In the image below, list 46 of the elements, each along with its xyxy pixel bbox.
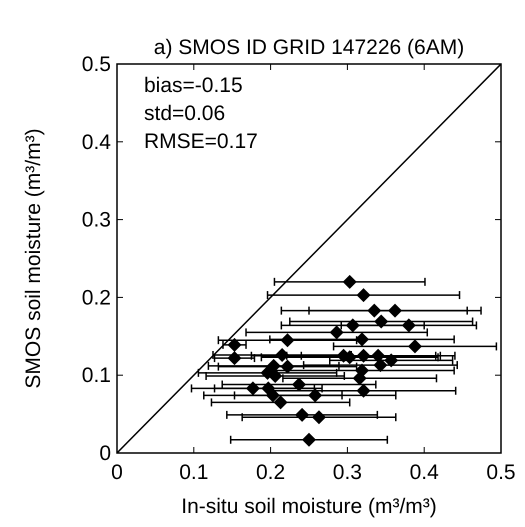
annotation: std=0.06 — [144, 102, 226, 125]
chart-title: a) SMOS ID GRID 147226 (6AM) — [154, 36, 464, 59]
point — [275, 348, 290, 362]
point — [330, 325, 344, 340]
point — [356, 288, 371, 302]
y-axis-title: SMOS soil moisture (m³/m³) — [22, 128, 45, 389]
point — [388, 304, 402, 318]
y-tick-label: 0.1 — [82, 364, 111, 388]
x-tick-label: 0.4 — [410, 461, 440, 484]
point — [280, 333, 294, 348]
point — [374, 314, 388, 329]
annotation: RMSE=0.17 — [144, 130, 258, 153]
point — [292, 378, 306, 392]
point — [308, 388, 322, 402]
point — [352, 371, 367, 386]
point — [371, 348, 386, 363]
point — [384, 353, 398, 368]
y-tick-label: 0.4 — [82, 130, 112, 154]
point — [402, 318, 416, 332]
point — [228, 338, 242, 352]
point — [356, 384, 371, 398]
point — [356, 348, 371, 363]
x-tick-label: 0.2 — [256, 461, 286, 484]
point — [228, 351, 242, 366]
y-tick-label: 0.2 — [82, 286, 111, 310]
point — [312, 410, 326, 424]
point — [408, 339, 422, 354]
point — [367, 304, 382, 318]
x-tick-label: 0.3 — [332, 461, 362, 484]
y-tick-label: 0 — [99, 442, 111, 465]
point — [342, 274, 357, 289]
y-tick-label: 0.5 — [82, 53, 111, 76]
point — [274, 395, 288, 410]
point — [346, 318, 360, 332]
x-tick-label: 0.5 — [486, 461, 516, 484]
point — [302, 432, 316, 447]
annotation: bias=-0.15 — [144, 74, 243, 97]
point — [246, 381, 260, 396]
y-tick-label: 0.3 — [82, 208, 111, 232]
point — [295, 408, 310, 422]
point — [280, 360, 294, 374]
point — [354, 332, 369, 346]
x-tick-label: 0.1 — [179, 461, 208, 484]
point — [373, 358, 388, 372]
point — [266, 388, 280, 402]
x-axis-title: In-situ soil moisture (m³/m³) — [181, 495, 437, 518]
